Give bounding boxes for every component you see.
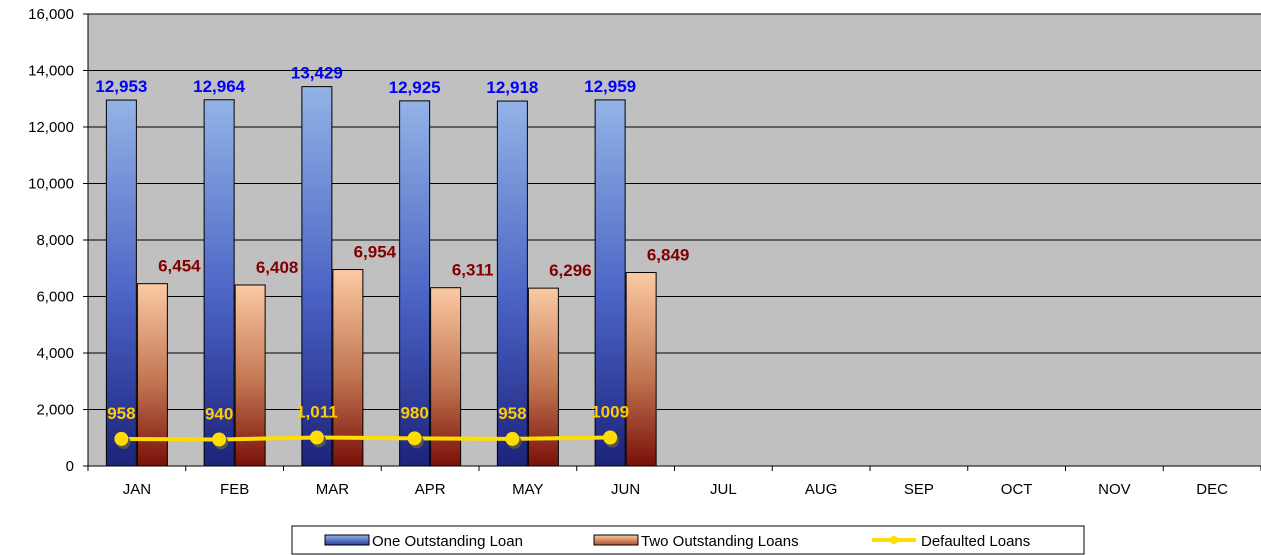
x-tick-label: JUN xyxy=(611,481,640,498)
x-tick-label: MAR xyxy=(316,481,350,498)
bar-two-outstanding xyxy=(332,269,364,467)
x-tick-label: AUG xyxy=(805,481,838,498)
x-tick-label: APR xyxy=(415,481,446,498)
data-label-two: 6,296 xyxy=(549,261,592,280)
data-label-two: 6,408 xyxy=(256,258,299,277)
bar-one-outstanding xyxy=(301,86,333,467)
x-tick-label: DEC xyxy=(1196,481,1228,498)
x-tick-label: FEB xyxy=(220,481,249,498)
y-tick-label: 4,000 xyxy=(36,345,74,362)
defaulted-marker xyxy=(212,432,227,447)
bar-two-outstanding xyxy=(430,287,462,467)
gridlines xyxy=(88,13,1261,410)
y-tick-label: 16,000 xyxy=(28,6,74,23)
defaulted-line xyxy=(114,430,620,450)
bar-one-outstanding xyxy=(594,99,626,467)
data-label-two: 6,954 xyxy=(354,243,397,262)
legend-marker-defaulted xyxy=(890,536,898,544)
x-tick-label: NOV xyxy=(1098,481,1131,498)
legend-swatch-one xyxy=(324,534,370,546)
data-label-two: 6,311 xyxy=(452,261,494,280)
bar-one-outstanding xyxy=(399,100,431,467)
defaulted-marker xyxy=(505,431,520,446)
legend-label-one: One Outstanding Loan xyxy=(372,533,523,550)
data-label-defaulted: 980 xyxy=(400,403,428,422)
y-tick-label: 8,000 xyxy=(36,232,74,249)
data-label-one: 12,953 xyxy=(95,77,147,96)
y-tick-label: 12,000 xyxy=(28,119,74,136)
bar-one-outstanding xyxy=(496,100,528,467)
defaulted-marker xyxy=(309,430,324,445)
data-label-two: 6,454 xyxy=(158,257,201,276)
data-label-defaulted: 940 xyxy=(205,404,233,423)
y-tick-label: 2,000 xyxy=(36,402,74,419)
x-axis-ticks: JAN FEB MAR APR MAY JUN JUL AUG SEP OCT NOV DEC xyxy=(87,466,1261,498)
data-label-one: 12,918 xyxy=(486,78,538,97)
data-label-one: 12,925 xyxy=(389,78,441,97)
x-tick-label: JAN xyxy=(123,481,151,498)
defaulted-marker xyxy=(603,430,618,445)
data-label-defaulted: 958 xyxy=(107,404,135,423)
bar-one-outstanding xyxy=(105,99,137,467)
y-tick-label: 0 xyxy=(66,458,74,475)
y-axis-ticks: 0 2,000 4,000 6,000 8,000 10,000 12,000 14,000 1… xyxy=(28,6,88,475)
defaulted-marker xyxy=(114,431,129,446)
y-tick-label: 6,000 xyxy=(36,289,74,306)
y-tick-label: 14,000 xyxy=(28,63,74,80)
data-label-defaulted: 1009 xyxy=(591,402,629,421)
legend-label-two: Two Outstanding Loans xyxy=(641,533,799,550)
legend: One Outstanding Loan Two Outstanding Loa… xyxy=(291,525,1085,555)
bars xyxy=(105,86,657,467)
bar-two-outstanding xyxy=(136,283,168,467)
x-tick-label: SEP xyxy=(904,481,934,498)
y-tick-label: 10,000 xyxy=(28,176,74,193)
data-label-one: 12,959 xyxy=(584,77,636,96)
data-labels: 12,953 6,454 12,964 6,408 13,429 6,954 12,925 6… xyxy=(95,64,689,424)
defaulted-series-line xyxy=(121,435,611,442)
legend-label-defaulted: Defaulted Loans xyxy=(921,533,1030,550)
x-tick-label: OCT xyxy=(1001,481,1033,498)
data-label-two: 6,849 xyxy=(647,246,690,265)
data-label-defaulted: 958 xyxy=(498,404,526,423)
bar-two-outstanding xyxy=(234,284,266,467)
data-label-one: 13,429 xyxy=(291,64,343,83)
data-label-defaulted: 1,011 xyxy=(296,402,338,421)
defaulted-marker xyxy=(407,431,422,446)
data-label-one: 12,964 xyxy=(193,77,246,96)
x-tick-label: MAY xyxy=(512,481,543,498)
bar-two-outstanding xyxy=(625,272,657,467)
x-tick-label: JUL xyxy=(710,481,737,498)
legend-box xyxy=(291,525,1085,555)
legend-swatch-two xyxy=(593,534,639,546)
